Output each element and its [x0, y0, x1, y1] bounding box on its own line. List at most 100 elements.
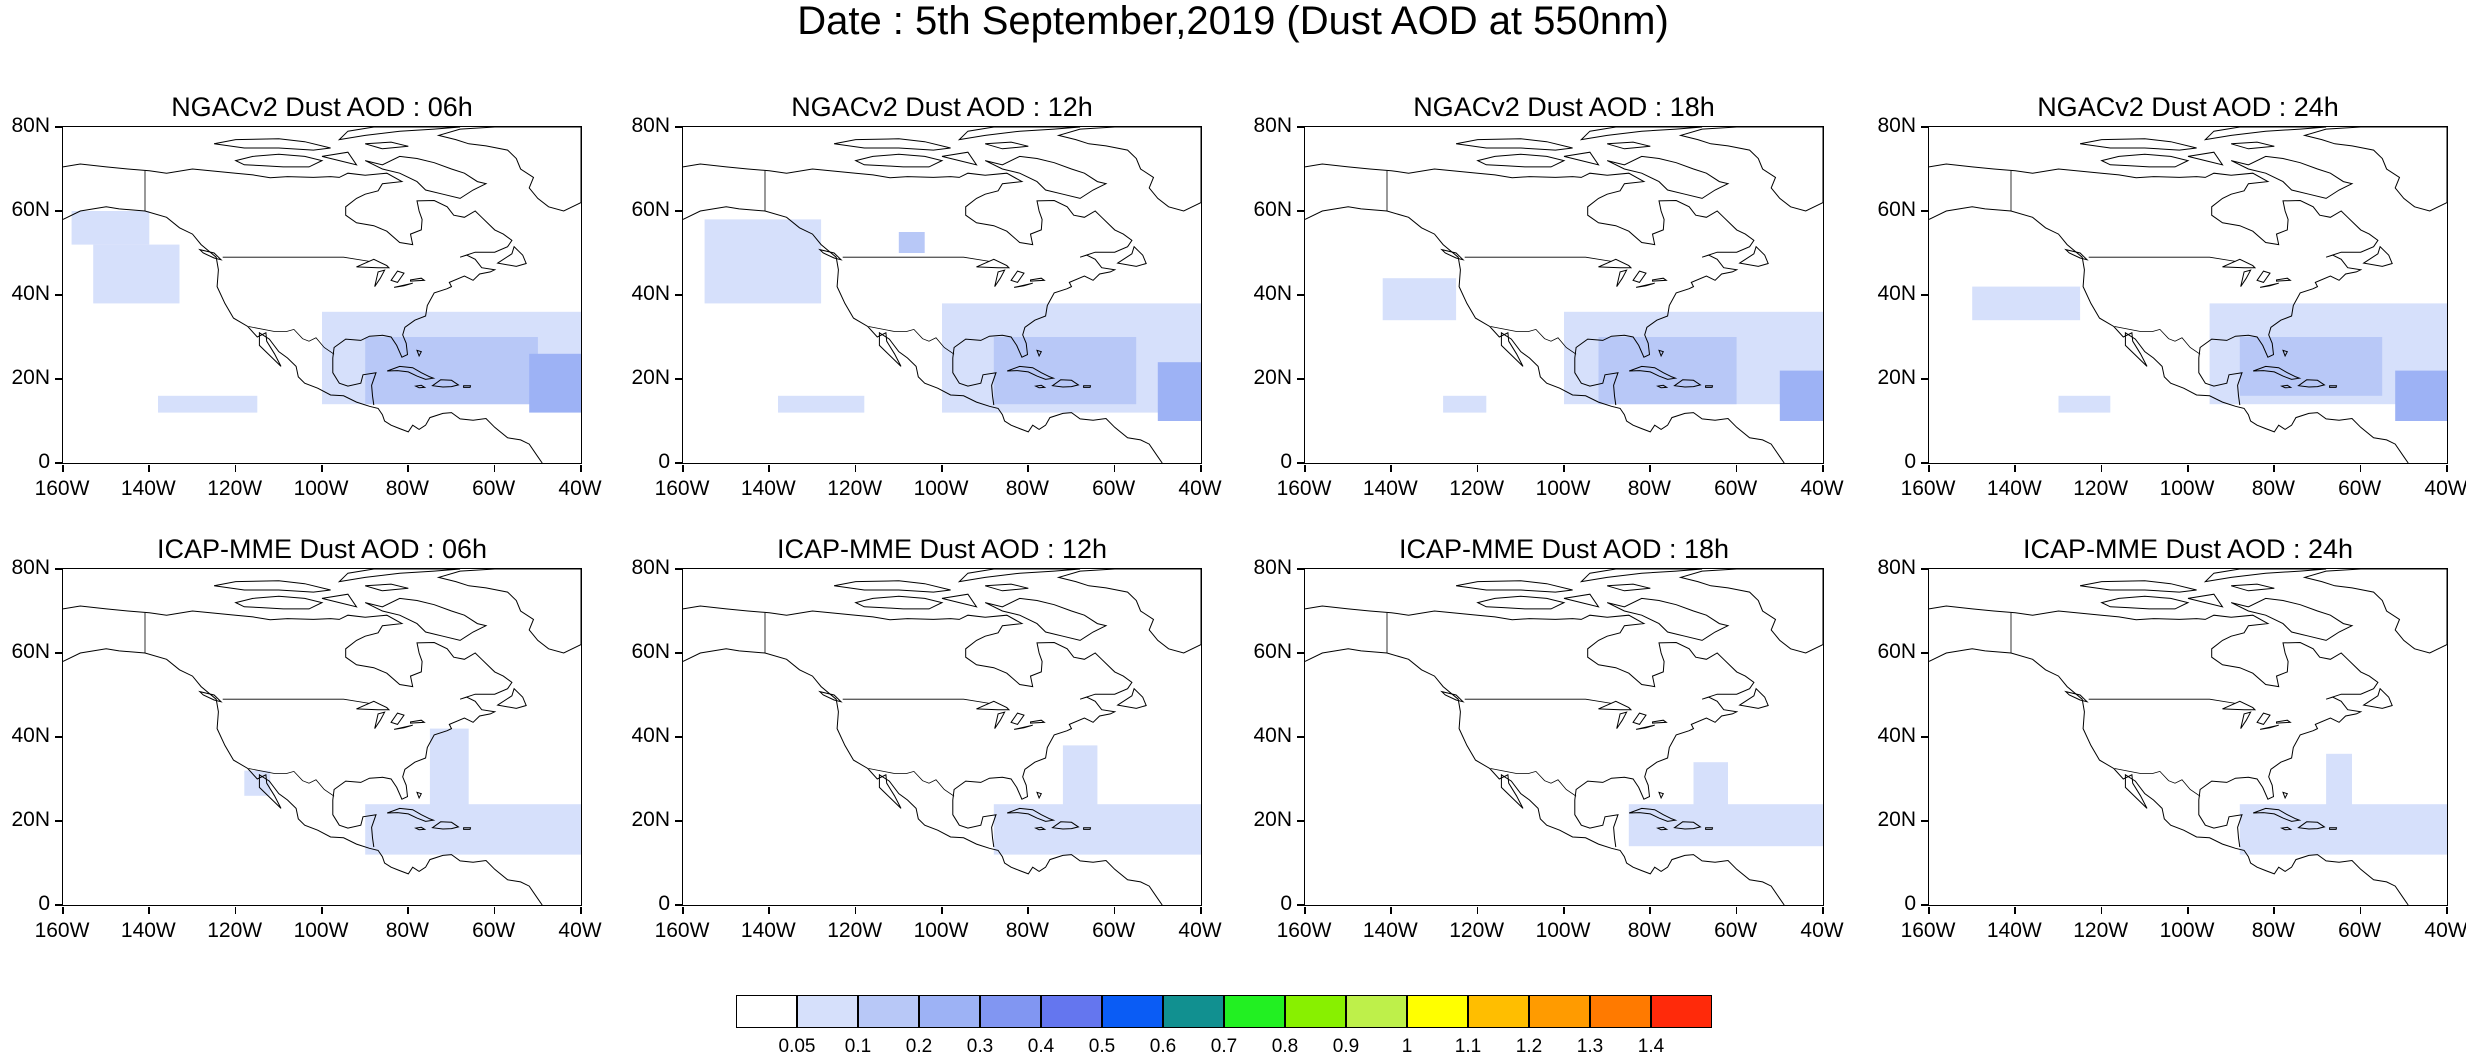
- coastline: [374, 711, 386, 729]
- aod-patch: [1382, 278, 1457, 321]
- lon-tick-label: 120W: [1449, 477, 1505, 500]
- coastline: [1305, 206, 1785, 463]
- lat-tick: [55, 904, 62, 906]
- coastline: [416, 349, 423, 358]
- coastline: [431, 821, 460, 830]
- coastline: [1010, 270, 1025, 283]
- coastline: [2256, 270, 2271, 283]
- lon-tick-label: 100W: [293, 477, 349, 500]
- aod-patch: [993, 804, 1201, 855]
- coastline: [2230, 155, 2354, 199]
- lon-tick: [1390, 907, 1392, 914]
- lat-tick-label: 80N: [1253, 556, 1292, 579]
- colorbar-swatch: [1041, 995, 1102, 1028]
- coastline: [1673, 379, 1702, 388]
- coastline: [1705, 385, 1714, 388]
- map-canvas: [1305, 127, 1823, 463]
- lon-tick-label: 120W: [2073, 477, 2129, 500]
- coastline: [1305, 605, 1755, 848]
- coastline: [683, 648, 1163, 905]
- colorbar-swatch: [1529, 995, 1590, 1028]
- lat-tick: [1297, 210, 1304, 212]
- country-border: [868, 326, 955, 355]
- colorbar-label: 1.2: [1515, 1036, 1543, 1057]
- lon-tick-label: 160W: [654, 919, 710, 942]
- coastline: [2080, 580, 2197, 593]
- map-plot-area: [1304, 568, 1824, 906]
- lon-tick: [768, 907, 770, 914]
- lon-tick-label: 100W: [2159, 477, 2215, 500]
- coastline: [393, 282, 413, 288]
- coastline: [1616, 269, 1628, 287]
- map-plot-area: [1928, 126, 2448, 464]
- lon-tick: [1563, 465, 1565, 472]
- lat-tick: [55, 462, 62, 464]
- coastline: [1607, 583, 1651, 592]
- lon-tick: [941, 465, 943, 472]
- colorbar-swatch: [1346, 995, 1407, 1028]
- lon-tick-label: 40W: [2424, 919, 2466, 942]
- coastline: [2362, 687, 2393, 709]
- aod-patch: [158, 395, 258, 413]
- country-border: [222, 256, 370, 262]
- lon-tick: [321, 907, 323, 914]
- aod-patch: [1443, 395, 1487, 413]
- lat-tick: [1921, 378, 1928, 380]
- lat-tick-label: 60N: [1253, 198, 1292, 221]
- aod-patch: [1157, 362, 1201, 421]
- lon-tick-label: 140W: [1986, 919, 2042, 942]
- coastline: [2222, 700, 2257, 711]
- aod-patch: [365, 804, 581, 855]
- coastline: [1929, 605, 2379, 848]
- country-border: [868, 768, 955, 797]
- coastline: [2253, 365, 2302, 380]
- lon-tick: [1027, 465, 1029, 472]
- coastline: [1579, 569, 1703, 583]
- coastline: [496, 687, 527, 709]
- aod-patch: [1628, 804, 1823, 847]
- coastline: [1607, 141, 1651, 150]
- colorbar-swatch: [1163, 995, 1224, 1028]
- lon-tick: [682, 907, 684, 914]
- lat-tick-label: 0: [658, 892, 670, 915]
- coastline: [1635, 724, 1655, 730]
- country-border: [2114, 326, 2201, 355]
- coastline: [198, 248, 223, 261]
- map-canvas: [683, 569, 1201, 905]
- coastline: [1658, 349, 1665, 358]
- coastline: [1116, 245, 1147, 267]
- lon-tick-label: 160W: [1276, 477, 1332, 500]
- lat-tick: [675, 378, 682, 380]
- lat-tick-label: 20N: [1253, 366, 1292, 389]
- lon-tick-label: 60W: [472, 919, 516, 942]
- aod-patch: [529, 353, 581, 413]
- aod-patch: [1779, 370, 1823, 421]
- lat-tick: [675, 820, 682, 822]
- lon-tick: [62, 465, 64, 472]
- coastline: [1476, 153, 1566, 168]
- lat-tick-label: 40N: [11, 282, 50, 305]
- lon-tick: [2014, 465, 2016, 472]
- coastline: [63, 605, 513, 848]
- lat-tick: [1297, 378, 1304, 380]
- lon-tick-label: 140W: [740, 477, 796, 500]
- map-panel-ngacv2-24h: NGACv2 Dust AOD : 24h 0 20N 40N 60N 80N 160W 14…: [1866, 90, 2466, 560]
- coastline: [356, 700, 391, 711]
- coastline: [234, 595, 324, 610]
- coastline: [414, 826, 427, 831]
- coastline: [337, 127, 461, 141]
- lon-tick-label: 160W: [1900, 919, 1956, 942]
- coastline: [365, 583, 409, 592]
- lon-tick-label: 40W: [1178, 919, 1222, 942]
- lon-tick: [682, 465, 684, 472]
- lon-tick: [2359, 465, 2362, 472]
- lat-tick-label: 20N: [631, 366, 670, 389]
- map-panel-icap-mme-18h: ICAP-MME Dust AOD : 18h 0 20N 40N 60N 80N 160W…: [1242, 532, 1862, 1002]
- coastline: [1738, 245, 1769, 267]
- coastline: [1635, 282, 1655, 288]
- lat-tick: [55, 820, 62, 822]
- coastline: [1051, 379, 1080, 388]
- coastline: [683, 163, 1133, 406]
- lat-tick-label: 0: [1904, 450, 1916, 473]
- lat-tick-label: 60N: [1253, 640, 1292, 663]
